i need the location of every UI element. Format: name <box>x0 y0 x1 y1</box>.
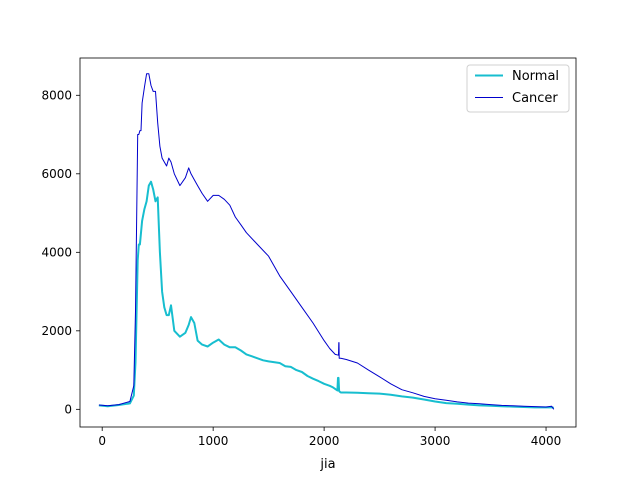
y-tick-label: 8000 <box>41 88 72 102</box>
series-line-normal <box>98 180 554 409</box>
y-tick-label: 2000 <box>41 324 72 338</box>
legend: Normal Cancer <box>466 64 570 113</box>
plot-area-frame <box>79 57 577 428</box>
series-layer <box>98 73 555 410</box>
y-axis-ticks: 0 2000 4000 6000 8000 <box>41 88 80 416</box>
legend-box <box>466 64 570 113</box>
y-tick-label: 4000 <box>41 245 72 259</box>
y-tick-label: 6000 <box>41 167 72 181</box>
x-tick-label: 3000 <box>420 434 451 448</box>
x-tick-label: 4000 <box>531 434 562 448</box>
x-tick-label: 1000 <box>198 434 229 448</box>
x-tick-label: 2000 <box>309 434 340 448</box>
x-axis-label: jia <box>319 457 335 472</box>
y-tick-label: 0 <box>64 402 72 416</box>
x-axis-ticks: 0 1000 2000 3000 4000 <box>98 427 561 448</box>
legend-label-normal: Normal <box>512 69 559 84</box>
x-tick-label: 0 <box>98 434 106 448</box>
legend-label-cancer: Cancer <box>512 91 558 106</box>
series-line-cancer <box>98 73 555 410</box>
